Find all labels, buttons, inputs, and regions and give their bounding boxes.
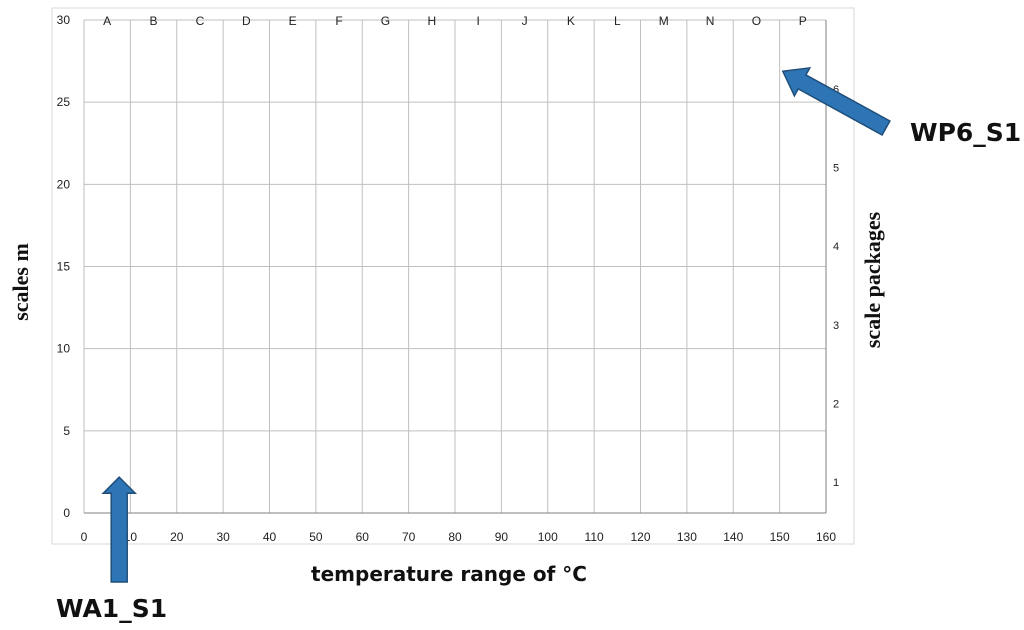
x-axis-label: temperature range of °C [311, 562, 587, 586]
column-letter: B [150, 14, 158, 28]
y-tick-label: 25 [57, 95, 71, 109]
x-tick-label: 20 [170, 530, 184, 544]
y-tick-label: 5 [63, 424, 70, 438]
column-letter: O [752, 14, 761, 28]
column-letter: J [522, 14, 528, 28]
column-letter: N [706, 14, 715, 28]
annotation-wa1-s1: WA1_S1 [56, 594, 167, 623]
x-tick-label: 50 [309, 530, 323, 544]
column-letter: G [381, 14, 390, 28]
x-tick-label: 110 [585, 530, 604, 544]
annotation-wp6-s1: WP6_S1 [910, 118, 1021, 147]
x-tick-label: 0 [81, 530, 88, 544]
x-tick-label: 150 [770, 530, 790, 544]
column-letter: D [242, 14, 251, 28]
y-tick-label: 15 [57, 260, 71, 274]
secondary-y-tick-label: 4 [833, 241, 839, 253]
y-tick-label: 10 [57, 342, 71, 356]
column-letter: L [614, 14, 621, 28]
secondary-y-tick-label: 2 [833, 398, 839, 410]
secondary-y-tick-label: 6 [833, 84, 839, 96]
column-letter: C [196, 14, 205, 28]
arrow-wp6-s1 [781, 66, 891, 137]
x-tick-label: 60 [356, 530, 370, 544]
grid-lines [83, 19, 827, 514]
column-letter: K [567, 14, 575, 28]
column-letter: E [289, 14, 297, 28]
tick-labels: 0 10 20 30 40 50 60 70 80 90 100 110 120 130 140 150 160… [57, 13, 839, 544]
secondary-y-tick-label: 3 [833, 320, 839, 332]
secondary-y-axis-label: scale packages [860, 211, 885, 348]
x-tick-label: 30 [216, 530, 230, 544]
x-tick-label: 130 [677, 530, 697, 544]
x-tick-label: 70 [402, 530, 416, 544]
column-letter: I [477, 14, 480, 28]
column-letter: A [103, 14, 111, 28]
y-tick-label: 0 [63, 506, 70, 520]
x-tick-label: 40 [263, 530, 277, 544]
x-tick-label: 80 [448, 530, 462, 544]
arrow-wa1-s1 [101, 476, 138, 583]
secondary-y-tick-label: 5 [833, 163, 839, 175]
x-tick-label: 140 [723, 530, 743, 544]
column-letter: P [799, 14, 807, 28]
chart-frame [51, 7, 855, 545]
column-letter: F [335, 14, 342, 28]
x-tick-label: 160 [816, 530, 836, 544]
column-letter: M [659, 14, 669, 28]
x-tick-label: 120 [630, 530, 650, 544]
y-axis-label: scales m [8, 243, 33, 321]
y-tick-label: 30 [57, 13, 71, 27]
x-tick-label: 100 [538, 530, 558, 544]
annotation-arrows [101, 66, 891, 583]
column-letter: H [427, 14, 436, 28]
secondary-y-tick-label: 1 [833, 477, 839, 489]
x-tick-label: 90 [495, 530, 509, 544]
y-tick-label: 20 [57, 177, 71, 191]
